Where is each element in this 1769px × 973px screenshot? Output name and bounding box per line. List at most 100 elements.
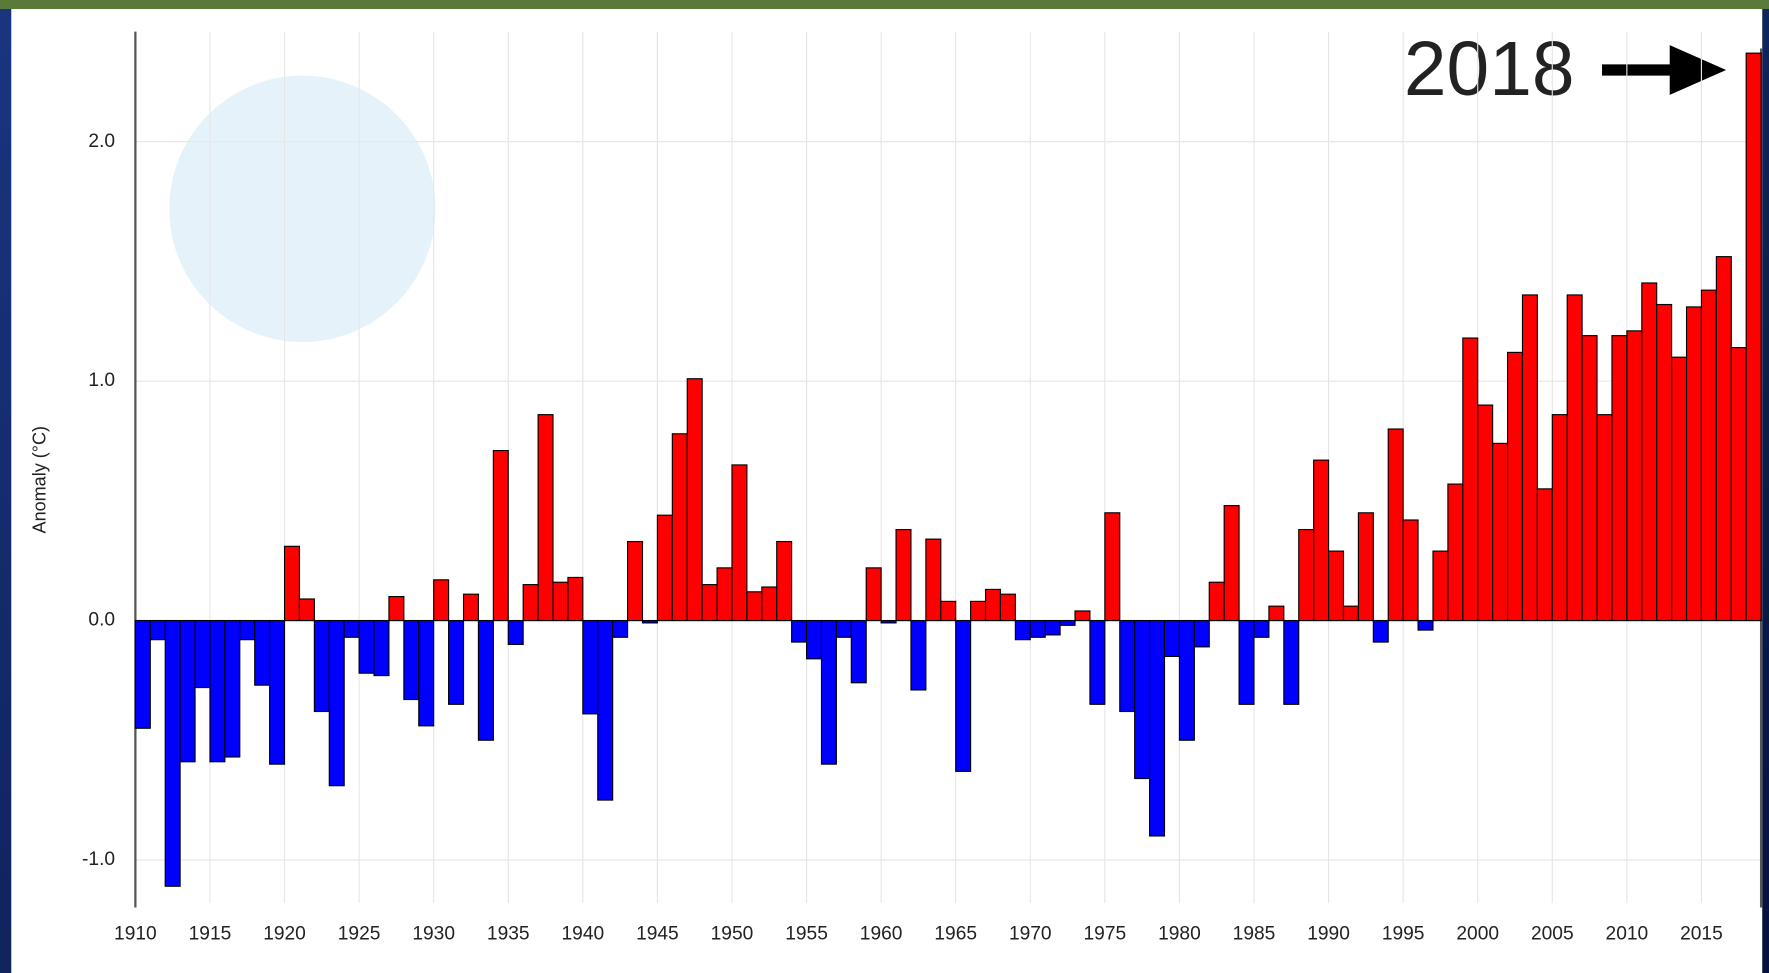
bar — [1551, 414, 1568, 622]
bar — [791, 619, 808, 643]
logo — [169, 75, 436, 343]
bar — [1447, 483, 1464, 622]
y-tick-label: 1.0 — [88, 370, 115, 391]
bar — [1313, 459, 1330, 622]
bar — [925, 538, 942, 622]
bar — [835, 619, 852, 638]
bar — [1163, 619, 1180, 658]
bar — [537, 414, 554, 622]
bar — [1402, 519, 1419, 622]
bar — [462, 593, 479, 622]
bar — [1134, 619, 1151, 780]
x-tick-label: 1910 — [114, 924, 157, 945]
bar — [1253, 619, 1270, 638]
bar — [1059, 619, 1076, 626]
bar — [328, 619, 345, 787]
bar — [686, 378, 703, 622]
bar — [776, 540, 793, 622]
bar — [1178, 619, 1195, 741]
y-tick-label: -1.0 — [82, 849, 115, 870]
bar — [1715, 256, 1732, 622]
bar — [955, 619, 972, 772]
bar — [373, 619, 390, 677]
bar — [1014, 619, 1031, 641]
bar — [448, 619, 465, 705]
bar — [388, 596, 405, 622]
bar — [149, 619, 166, 641]
bar — [552, 581, 569, 622]
x-tick-label: 1975 — [1084, 924, 1127, 945]
bar — [1238, 619, 1255, 705]
x-tick-label: 2000 — [1456, 924, 1499, 945]
bar — [358, 619, 375, 674]
map-strip — [0, 0, 1769, 10]
bar — [1566, 294, 1583, 622]
bar — [1671, 356, 1688, 622]
bar — [343, 619, 360, 638]
bar — [612, 619, 629, 638]
bar — [1119, 619, 1136, 713]
bar — [1089, 619, 1106, 705]
bar — [597, 619, 614, 801]
bar — [910, 619, 927, 691]
bar — [805, 619, 823, 660]
bar — [1044, 619, 1061, 636]
bar — [1417, 619, 1434, 631]
bar — [418, 619, 435, 727]
bar — [224, 619, 241, 758]
bar — [716, 567, 733, 622]
bar — [1611, 335, 1628, 622]
bar — [1283, 619, 1300, 705]
bar — [269, 619, 286, 765]
bar — [1342, 605, 1359, 622]
x-tick-label: 1995 — [1382, 924, 1425, 945]
bar — [254, 619, 271, 686]
x-tick-label: 1955 — [785, 924, 828, 945]
x-tick-label: 2010 — [1606, 924, 1649, 945]
bar — [1104, 512, 1121, 622]
bar — [656, 514, 673, 622]
bar — [1074, 610, 1091, 622]
bar — [239, 619, 256, 641]
bar — [761, 586, 778, 622]
bar — [1432, 550, 1449, 622]
bar — [850, 619, 867, 684]
x-tick-label: 1935 — [487, 924, 530, 945]
bar — [194, 619, 211, 689]
bar — [567, 576, 584, 622]
bar — [1387, 428, 1404, 622]
bar — [940, 600, 957, 622]
bar — [701, 584, 718, 622]
bar — [164, 619, 181, 887]
bar — [671, 433, 688, 622]
bar — [209, 619, 226, 763]
bar — [895, 528, 912, 622]
arrow-head — [1669, 45, 1727, 95]
bar — [507, 619, 524, 646]
bar — [820, 619, 837, 765]
bar — [313, 619, 330, 713]
bar — [522, 584, 539, 622]
bar — [865, 567, 882, 622]
bar — [746, 591, 763, 622]
bar — [477, 619, 494, 741]
bar — [433, 579, 450, 622]
x-tick-label: 1980 — [1158, 924, 1201, 945]
bar — [984, 588, 1002, 622]
y-tick-label: 2.0 — [88, 131, 115, 152]
bar — [134, 619, 151, 729]
x-tick-label: 1970 — [1009, 924, 1052, 945]
bar — [1208, 581, 1225, 622]
bar — [1462, 337, 1479, 622]
x-tick-label: 1945 — [636, 924, 679, 945]
x-tick-label: 2015 — [1680, 924, 1723, 945]
bar — [1581, 335, 1598, 622]
bar — [970, 600, 987, 622]
x-tick-label: 1940 — [562, 924, 605, 945]
bar — [582, 619, 599, 715]
bar — [298, 598, 315, 622]
bar — [1492, 442, 1509, 622]
bar — [1223, 505, 1240, 622]
x-tick-label: 1930 — [412, 924, 455, 945]
